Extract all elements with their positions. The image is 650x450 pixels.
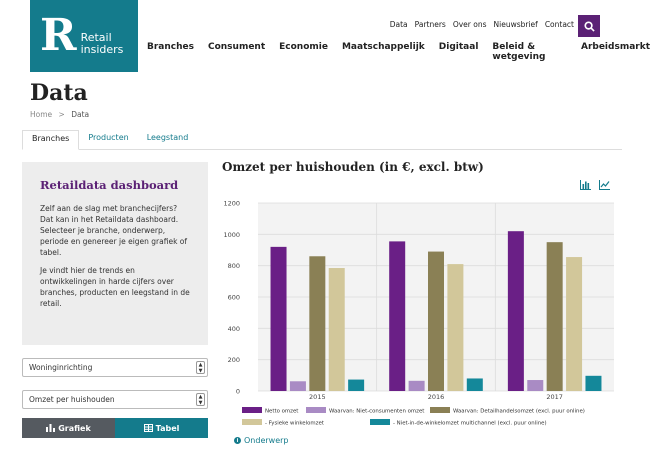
mainnav-maatschappelijk[interactable]: Maatschappelijk — [341, 42, 425, 52]
breadcrumb-separator: > — [58, 110, 65, 119]
logo-line-1: Retail — [80, 31, 112, 45]
topnav-nieuwsbrief[interactable]: Nieuwsbrief — [493, 20, 538, 29]
logo-letter: R — [40, 10, 77, 61]
search-button[interactable] — [578, 15, 600, 37]
legend-swatch — [306, 407, 326, 413]
legend-swatch — [370, 419, 390, 425]
line-chart-icon[interactable] — [599, 180, 610, 190]
bar — [585, 375, 602, 391]
tab-leegstand[interactable]: Leegstand — [146, 133, 189, 142]
chart-type-switcher — [580, 180, 610, 190]
mainnav-beleid-wetgeving[interactable]: Beleid & wetgeving — [492, 42, 546, 62]
legend-swatch — [430, 407, 450, 413]
bar — [527, 380, 544, 391]
y-tick-label: 1200 — [223, 200, 240, 208]
bar — [466, 378, 483, 391]
bar — [328, 268, 345, 391]
view-toggle: Grafiek Tabel — [22, 418, 208, 438]
legend-label: Waarvan: Niet-consumenten omzet — [329, 408, 424, 414]
x-tick-label: 2017 — [546, 393, 563, 401]
branch-select[interactable]: Woninginrichting ▲ ▼ — [22, 358, 208, 377]
breadcrumb: Home > Data — [30, 110, 89, 119]
x-tick-label: 2016 — [428, 393, 445, 401]
bar — [566, 257, 583, 391]
legend-label: Waarvan: Detailhandelsomzet (excl. puur … — [453, 408, 585, 414]
mainnav-consument[interactable]: Consument — [207, 42, 266, 52]
x-tick-label: 2015 — [309, 393, 326, 401]
breadcrumb-home[interactable]: Home — [30, 110, 53, 119]
subject-select-value: Omzet per huishouden — [29, 395, 115, 404]
search-icon — [583, 20, 595, 32]
bar — [389, 241, 406, 391]
dashboard-title: Retaildata dashboard — [40, 178, 179, 192]
table-view-button[interactable]: Tabel — [115, 418, 208, 438]
table-view-label: Tabel — [155, 423, 180, 433]
subject-select[interactable]: Omzet per huishouden ▲ ▼ — [22, 390, 208, 409]
y-tick-label: 600 — [228, 294, 240, 302]
bar — [289, 381, 306, 391]
bar — [309, 256, 326, 391]
select-arrows-icon: ▲ ▼ — [196, 361, 205, 374]
mainnav-arbeidsmarkt[interactable]: Arbeidsmarkt — [580, 42, 650, 52]
mainnav-economie[interactable]: Economie — [279, 42, 328, 52]
table-icon — [143, 424, 153, 432]
bar — [546, 242, 563, 391]
y-tick-label: 1000 — [223, 231, 240, 239]
subject-info-label: Onderwerp — [244, 436, 289, 445]
legend-swatch — [242, 419, 262, 425]
subject-info-link[interactable]: i Onderwerp — [234, 436, 289, 445]
chart-view-button[interactable]: Grafiek — [22, 418, 115, 438]
data-tabs: Branches Producten Leegstand — [22, 130, 622, 150]
page-title: Data — [30, 80, 88, 106]
bar-chart-icon[interactable] — [580, 180, 591, 190]
dashboard-intro: Zelf aan de slag met branchecijfers? Dat… — [40, 204, 188, 257]
mainnav-digitaal[interactable]: Digitaal — [438, 42, 479, 52]
topnav-over-ons[interactable]: Over ons — [452, 20, 487, 29]
dashboard-description: Je vindt hier de trends en ontwikkelinge… — [40, 266, 190, 308]
legend-label: - Niet-in-de-winkelomzet multichannel (e… — [393, 420, 547, 426]
chart-title: Omzet per huishouden (in €, excl. btw) — [222, 160, 484, 174]
retail-insiders-logo[interactable]: R Retail insiders — [30, 0, 138, 72]
logo-line-2: insiders — [80, 43, 124, 56]
topnav-contact[interactable]: Contact — [544, 20, 574, 29]
mainnav-branches[interactable]: Branches — [147, 42, 194, 52]
legend-label: Netto omzet — [265, 408, 298, 414]
main-navigation: Branches Consument Economie Maatschappel… — [147, 42, 650, 62]
info-icon: i — [234, 437, 241, 444]
topnav-partners[interactable]: Partners — [414, 20, 446, 29]
bar — [428, 251, 444, 391]
bar — [447, 264, 464, 391]
breadcrumb-current: Data — [71, 110, 90, 119]
tab-producten[interactable]: Producten — [88, 133, 129, 142]
dashboard-info-panel: Retaildata dashboard Zelf aan de slag me… — [22, 162, 208, 345]
top-navigation: Data Partners Over ons Nieuwsbrief Conta… — [390, 20, 574, 29]
y-tick-label: 400 — [228, 325, 240, 333]
bar — [507, 231, 524, 391]
revenue-bar-chart: 0 200 400 600 800 1000 1200 2015 2016 2017 Netto o… — [223, 200, 614, 426]
branch-select-value: Woninginrichting — [29, 363, 93, 372]
select-arrows-icon: ▲ ▼ — [196, 393, 205, 406]
chart-view-label: Grafiek — [58, 423, 91, 433]
bar-chart-icon — [46, 424, 56, 432]
y-tick-label: 200 — [228, 356, 240, 364]
topnav-data[interactable]: Data — [389, 20, 408, 29]
legend-swatch — [242, 407, 262, 413]
bar — [408, 380, 425, 391]
legend-label: - Fysieke winkelomzet — [265, 420, 324, 426]
y-tick-label: 0 — [236, 388, 240, 396]
y-tick-label: 800 — [228, 262, 240, 270]
bar — [270, 246, 287, 391]
logo-text: Retail insiders — [81, 32, 124, 55]
bar — [348, 379, 365, 391]
tab-branches[interactable]: Branches — [22, 130, 80, 150]
